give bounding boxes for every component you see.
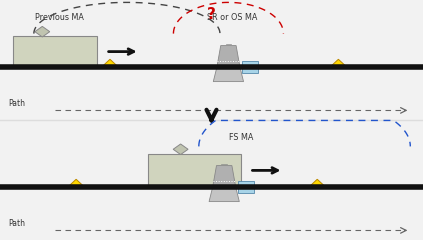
- Polygon shape: [213, 67, 244, 82]
- Bar: [13, 36, 97, 67]
- Polygon shape: [209, 187, 239, 202]
- Polygon shape: [101, 59, 119, 68]
- Bar: [148, 154, 241, 187]
- Text: Path: Path: [8, 219, 25, 228]
- Text: FS MA: FS MA: [229, 132, 253, 142]
- Polygon shape: [329, 59, 348, 68]
- Polygon shape: [35, 26, 50, 37]
- Bar: [242, 61, 258, 73]
- Polygon shape: [173, 144, 188, 155]
- Polygon shape: [308, 179, 327, 188]
- Polygon shape: [213, 166, 236, 187]
- Polygon shape: [67, 179, 85, 188]
- Text: SR or OS MA: SR or OS MA: [207, 12, 258, 22]
- Bar: [238, 181, 254, 193]
- Text: Previous MA: Previous MA: [35, 12, 84, 22]
- Polygon shape: [217, 46, 240, 67]
- Text: ?: ?: [207, 7, 216, 22]
- Text: Path: Path: [8, 99, 25, 108]
